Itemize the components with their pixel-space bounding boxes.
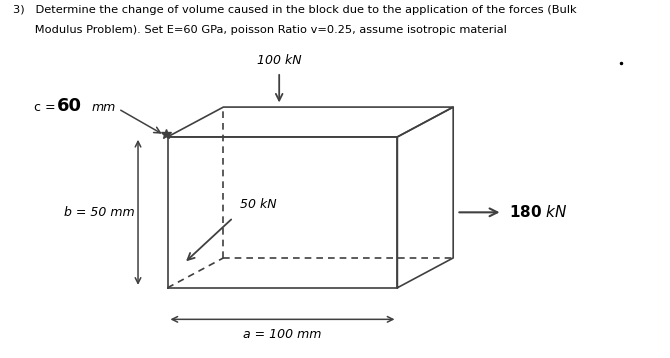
Text: 3)   Determine the change of volume caused in the block due to the application o: 3) Determine the change of volume caused… (13, 5, 577, 15)
Text: b = 50 mm: b = 50 mm (64, 206, 135, 219)
Text: a = 100 mm: a = 100 mm (243, 328, 322, 341)
Text: 50 kN: 50 kN (240, 198, 277, 211)
Text: c =: c = (34, 101, 56, 113)
Text: Modulus Problem). Set E=60 GPa, poisson Ratio v=0.25, assume isotropic material: Modulus Problem). Set E=60 GPa, poisson … (13, 25, 507, 35)
Text: $\bf{180}$ $\it{kN}$: $\bf{180}$ $\it{kN}$ (509, 204, 567, 220)
Text: 100 kN: 100 kN (257, 54, 302, 67)
Text: 60: 60 (56, 97, 82, 115)
Text: mm: mm (92, 101, 117, 114)
